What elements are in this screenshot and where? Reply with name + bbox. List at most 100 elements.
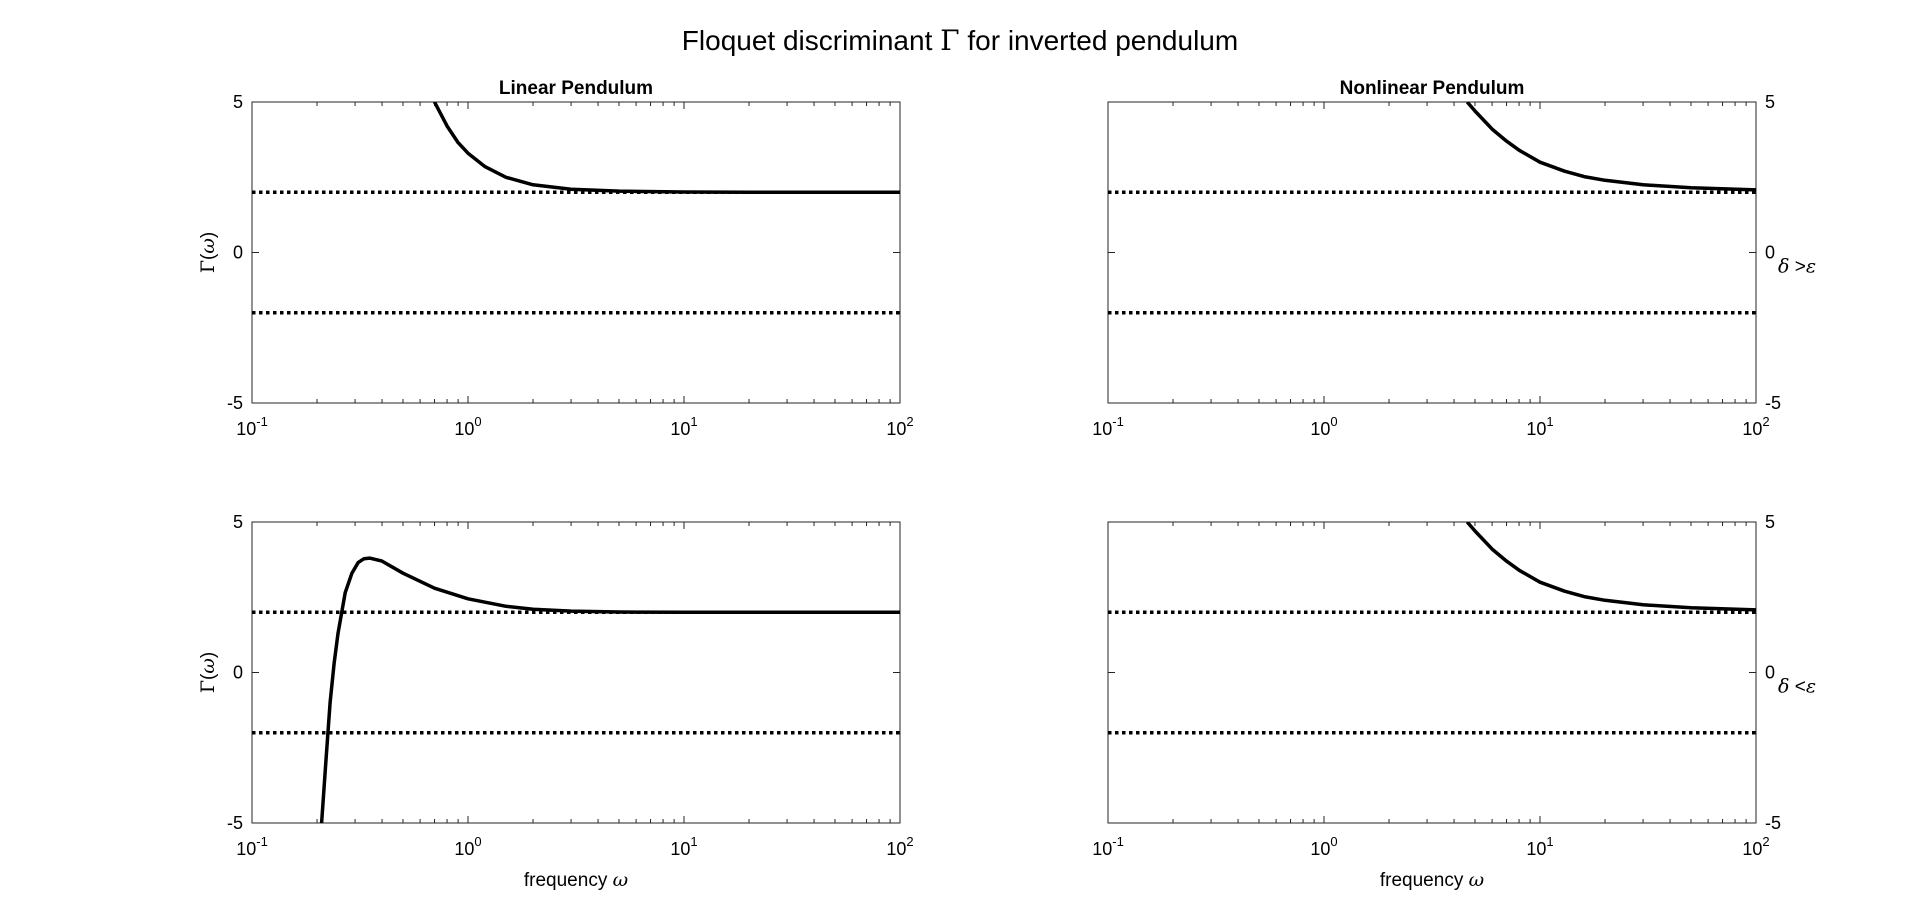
x-tick-label-base: 10 — [454, 419, 474, 439]
subplot-title: Linear Pendulum — [499, 78, 653, 99]
y-axis-label: Γ(ω) — [197, 652, 219, 693]
x-label-text: frequency — [1380, 870, 1469, 891]
y-label-symbol: Γ — [197, 260, 219, 273]
y-tick-label: 0 — [233, 243, 243, 263]
gamma-curve — [319, 556, 900, 823]
x-tick-label-base: 10 — [1092, 419, 1112, 439]
y-tick-label: 0 — [233, 663, 243, 683]
condition-var: δ — [1778, 676, 1789, 698]
y-tick-label: -5 — [227, 393, 243, 413]
x-tick-label: 100 — [454, 834, 481, 859]
x-tick-label-base: 10 — [886, 839, 906, 859]
x-tick-label-exponent: 2 — [1762, 414, 1769, 429]
y-axis-label: Γ(ω) — [197, 232, 219, 273]
x-tick-label-exponent: 1 — [690, 414, 697, 429]
x-tick-label-exponent: 1 — [1546, 834, 1553, 849]
x-axis-label: frequency ω — [1380, 869, 1484, 891]
y-label-var: ω — [197, 238, 219, 254]
x-tick-label-base: 10 — [236, 419, 256, 439]
y-label-close: ) — [198, 652, 219, 658]
x-tick-label-exponent: 2 — [906, 414, 913, 429]
gamma-curve — [1465, 522, 1756, 612]
x-tick-label-exponent: 0 — [1330, 414, 1337, 429]
x-tick-label-base: 10 — [236, 839, 256, 859]
x-tick-label-base: 10 — [1526, 839, 1546, 859]
y-label-symbol: Γ — [197, 680, 219, 693]
condition-rhs: ε — [1806, 256, 1816, 278]
x-tick-label-exponent: 2 — [906, 834, 913, 849]
x-tick-label: 101 — [670, 414, 697, 439]
x-tick-label-exponent: 2 — [1762, 834, 1769, 849]
figure-title-prefix: Floquet discriminant — [681, 25, 941, 56]
condition-op: > — [1789, 257, 1805, 278]
y-tick-label: 5 — [233, 512, 243, 532]
x-tick-label-exponent: -1 — [1112, 834, 1124, 849]
y-tick-label: 5 — [233, 92, 243, 112]
x-tick-label-base: 10 — [1092, 839, 1112, 859]
x-tick-label: 10-1 — [1092, 414, 1124, 439]
x-tick-label-base: 10 — [670, 419, 690, 439]
x-tick-label-exponent: -1 — [256, 834, 268, 849]
x-tick-label: 100 — [1310, 834, 1337, 859]
x-tick-label: 102 — [886, 414, 913, 439]
x-tick-label: 101 — [1526, 834, 1553, 859]
x-tick-label-exponent: -1 — [1112, 414, 1124, 429]
figure-title-symbol: Γ — [940, 24, 960, 57]
x-tick-label: 100 — [454, 414, 481, 439]
x-tick-label: 101 — [670, 834, 697, 859]
x-tick-label: 102 — [1742, 834, 1769, 859]
condition-rhs: ε — [1806, 676, 1816, 698]
figure-title: Floquet discriminant Γ for inverted pend… — [0, 24, 1920, 57]
x-tick-label-exponent: 0 — [1330, 834, 1337, 849]
plot-area — [1107, 521, 1757, 824]
x-tick-label: 100 — [1310, 414, 1337, 439]
x-tick-label-exponent: 0 — [474, 414, 481, 429]
plot-area — [251, 101, 901, 404]
x-tick-label-exponent: -1 — [256, 414, 268, 429]
x-tick-label: 10-1 — [236, 834, 268, 859]
x-tick-label-base: 10 — [454, 839, 474, 859]
y-tick-label: 0 — [1765, 243, 1775, 263]
condition-op: < — [1789, 677, 1805, 698]
gamma-curve — [1465, 102, 1756, 192]
y-label-open: ( — [198, 673, 219, 680]
condition-var: δ — [1778, 256, 1789, 278]
x-tick-label: 102 — [1742, 414, 1769, 439]
x-tick-label-exponent: 0 — [474, 834, 481, 849]
x-tick-label-exponent: 1 — [1546, 414, 1553, 429]
x-label-var: ω — [1469, 869, 1485, 891]
condition-label: δ >ε — [1778, 256, 1816, 278]
x-tick-label-exponent: 1 — [690, 834, 697, 849]
x-label-text: frequency — [524, 870, 613, 891]
x-tick-label-base: 10 — [1742, 839, 1762, 859]
x-tick-label-base: 10 — [670, 839, 690, 859]
gamma-curve — [432, 102, 900, 195]
x-tick-label-base: 10 — [1742, 419, 1762, 439]
y-tick-label: -5 — [1765, 813, 1781, 833]
x-axis-label: frequency ω — [524, 869, 628, 891]
x-tick-label-base: 10 — [1310, 419, 1330, 439]
x-tick-label-base: 10 — [1310, 839, 1330, 859]
y-tick-label: 5 — [1765, 512, 1775, 532]
x-tick-label: 10-1 — [1092, 834, 1124, 859]
x-tick-label-base: 10 — [1526, 419, 1546, 439]
x-tick-label: 102 — [886, 834, 913, 859]
plot-area — [1107, 101, 1757, 404]
condition-label: δ <ε — [1778, 676, 1816, 698]
x-tick-label-base: 10 — [886, 419, 906, 439]
y-label-close: ) — [198, 232, 219, 238]
y-label-var: ω — [197, 658, 219, 674]
figure-title-suffix: for inverted pendulum — [959, 25, 1239, 56]
y-label-open: ( — [198, 253, 219, 260]
x-tick-label: 101 — [1526, 414, 1553, 439]
x-label-var: ω — [613, 869, 629, 891]
y-tick-label: 5 — [1765, 92, 1775, 112]
y-tick-label: 0 — [1765, 663, 1775, 683]
y-tick-label: -5 — [1765, 393, 1781, 413]
